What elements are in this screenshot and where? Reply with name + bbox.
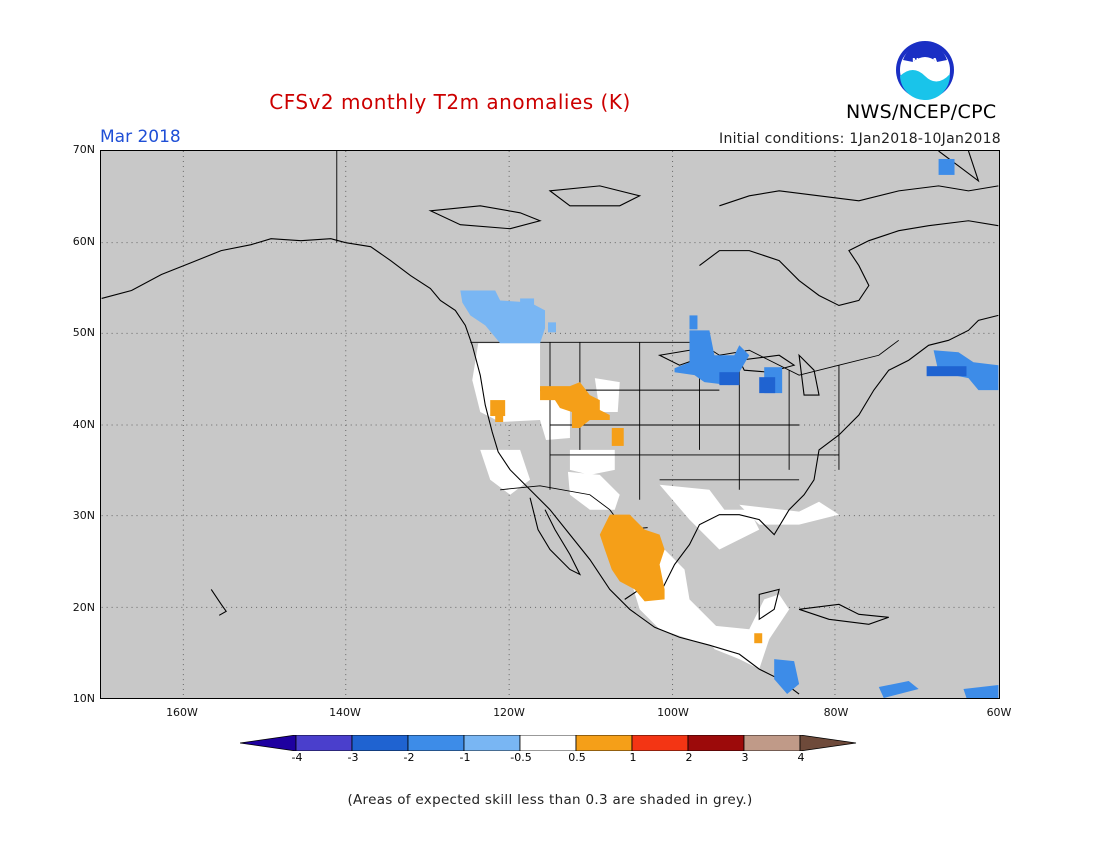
anomaly-map — [100, 150, 1000, 699]
colorbar-cell — [575, 735, 633, 751]
logo-text: NOAA — [912, 57, 938, 66]
colorbar-cell — [295, 735, 353, 751]
agency-label: NWS/NCEP/CPC — [846, 101, 997, 123]
noaa-logo: NOAA — [896, 41, 954, 100]
lat-label-20n: 20N — [72, 601, 95, 614]
forecast-period: Mar 2018 — [100, 127, 181, 147]
lat-label-50n: 50N — [72, 326, 95, 339]
lat-label-40n: 40N — [72, 418, 95, 431]
colorbar-low-arrow — [240, 735, 297, 751]
colorbar-cell — [407, 735, 465, 751]
colorbar-label: -4 — [291, 751, 303, 764]
lat-label-10n: 10N — [72, 692, 95, 705]
colorbar — [240, 735, 857, 751]
near-normal-areas — [472, 343, 839, 670]
coastlines — [101, 151, 999, 695]
lon-label-60w: 60W — [986, 706, 1012, 719]
lon-label-160w: 160W — [166, 706, 198, 719]
colorbar-label: -0.5 — [510, 751, 532, 764]
colorbar-label: 2 — [685, 751, 693, 764]
colorbar-label: -1 — [459, 751, 471, 764]
lat-label-30n: 30N — [72, 509, 95, 522]
anomaly-minus-1-to-2 — [674, 158, 999, 698]
map-title: CFSv2 monthly T2m anomalies (K) — [269, 90, 631, 114]
colorbar-label: 1 — [629, 751, 637, 764]
lat-label-70n: 70N — [72, 143, 95, 156]
colorbar-label: 4 — [797, 751, 805, 764]
anomaly-plus-0.5-to-1 — [490, 382, 763, 644]
lon-label-140w: 140W — [329, 706, 361, 719]
anomaly-cells — [460, 158, 999, 698]
political-borders — [336, 151, 899, 531]
colorbar-cell — [351, 735, 409, 751]
colorbar-cell — [463, 735, 521, 751]
colorbar-label: -3 — [347, 751, 359, 764]
colorbar-cell — [687, 735, 745, 751]
colorbar-label: 3 — [741, 751, 749, 764]
anomaly-minus-0.5-to-1 — [460, 290, 556, 344]
lon-label-100w: 100W — [657, 706, 689, 719]
lon-label-80w: 80W — [823, 706, 849, 719]
skill-footnote: (Areas of expected skill less than 0.3 a… — [347, 792, 753, 808]
lat-label-60n: 60N — [72, 235, 95, 248]
colorbar-cell — [631, 735, 689, 751]
anomaly-minus-2-to-3 — [719, 366, 967, 394]
initial-conditions: Initial conditions: 1Jan2018-10Jan2018 — [719, 131, 1001, 147]
colorbar-label: -2 — [403, 751, 415, 764]
colorbar-cell — [519, 735, 577, 751]
colorbar-high-arrow — [799, 735, 857, 751]
colorbar-cell — [743, 735, 801, 751]
lon-label-120w: 120W — [493, 706, 525, 719]
colorbar-label: 0.5 — [568, 751, 586, 764]
